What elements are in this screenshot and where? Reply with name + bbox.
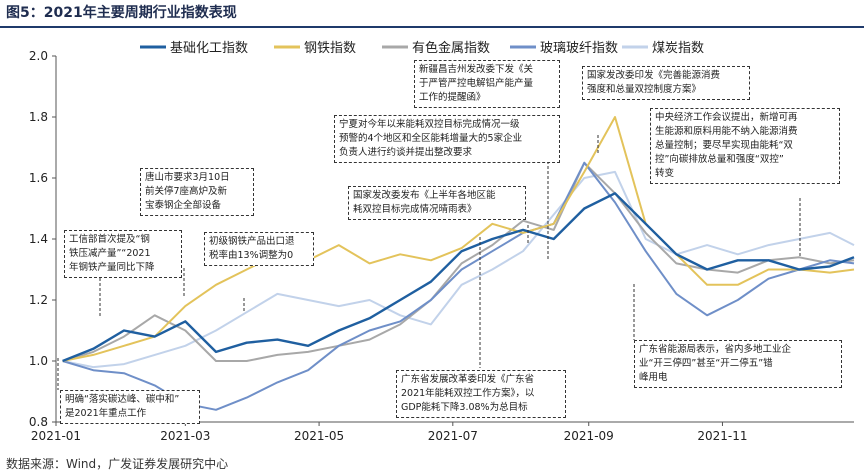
annotation-guangdong-power: 广东省能源局表示，省内多地工业企 业“开三停四”甚至“开二停五”错 峰用电 xyxy=(634,340,842,388)
annotation-barometer: 国家发改委发布《上半年各地区能 耗双控目标完成情况晴雨表》 xyxy=(348,186,526,220)
legend-label-1: 钢铁指数 xyxy=(304,41,356,56)
legend-label-3: 玻璃玻纤指数 xyxy=(540,41,618,56)
y-tick-label: 2.0 xyxy=(29,49,48,63)
source-note: 数据来源：Wind，广发证券发展研究中心 xyxy=(6,457,229,471)
annotation-export-rebate: 初级钢铁产品出口退 税率由13%调整为0 xyxy=(204,232,314,266)
x-tick-label: 2021-09 xyxy=(564,429,614,443)
x-tick-label: 2021-11 xyxy=(697,429,747,443)
legend: 基础化工指数 钢铁指数 有色金属指数 玻璃玻纤指数 煤炭指数 xyxy=(140,40,704,56)
y-tick-label: 1.6 xyxy=(29,171,48,185)
annotation-carbon-goal: 明确“落实碳达峰、碳中和” 是2021年重点工作 xyxy=(60,390,200,424)
x-tick-label: 2021-07 xyxy=(428,429,478,443)
annotation-output-cut: 工信部首次提及“钢 铁压减产量”“2021 年钢铁产量同比下降 xyxy=(64,230,182,278)
annotation-ningxia: 宁夏对今年以来能耗双控目标完成情况一级 预警的4个地区和全区能耗增量大的5家企业… xyxy=(334,115,560,163)
y-tick-label: 1.8 xyxy=(29,110,48,124)
y-tick-label: 0.8 xyxy=(29,415,48,429)
x-tick-label: 2021-05 xyxy=(294,429,344,443)
annotation-xinjiang: 新疆昌吉州发改委下发《关 于严管严控电解铝产能产量 工作的提醒函》 xyxy=(414,60,560,108)
y-tick-label: 1.0 xyxy=(29,354,48,368)
annotation-tangshan: 唐山市要求3月10日 前关停7座高炉及新 宝泰钢企全部设备 xyxy=(140,168,254,216)
annotation-cewc: 中央经济工作会议提出，新增可再 生能源和原料用能不纳入能源消费 总量控制；要尽早… xyxy=(650,108,840,184)
series-line-0 xyxy=(62,192,855,363)
annotation-dual-control: 国家发改委印发《完善能源消费 强度和总量双控制度方案》 xyxy=(582,66,750,100)
title-rule xyxy=(0,26,864,28)
axes: 0.8 1.0 1.2 1.4 1.6 1.8 2.0 2021-01 2021-03 2021-… xyxy=(29,49,854,443)
series-line-1 xyxy=(62,116,855,362)
legend-label-4: 煤炭指数 xyxy=(652,41,704,56)
y-tick-label: 1.4 xyxy=(29,232,48,246)
x-tick-label: 2021-01 xyxy=(31,429,81,443)
line-chart: 0.8 1.0 1.2 1.4 1.6 1.8 2.0 2021-01 2021-03 2021-… xyxy=(29,40,855,443)
legend-label-2: 有色金属指数 xyxy=(412,40,490,56)
figure-title: 图5：2021年主要周期行业指数表现 xyxy=(6,5,237,21)
series-line-2 xyxy=(62,161,855,362)
y-tick-label: 1.2 xyxy=(29,293,48,307)
x-tick-label: 2021-03 xyxy=(160,429,210,443)
legend-label-0: 基础化工指数 xyxy=(170,41,248,56)
annotation-guangdong-plan: 广东省发展改革委印发《广东省 2021年能耗双控工作方案》，以 GDP能耗下降3… xyxy=(396,370,566,418)
